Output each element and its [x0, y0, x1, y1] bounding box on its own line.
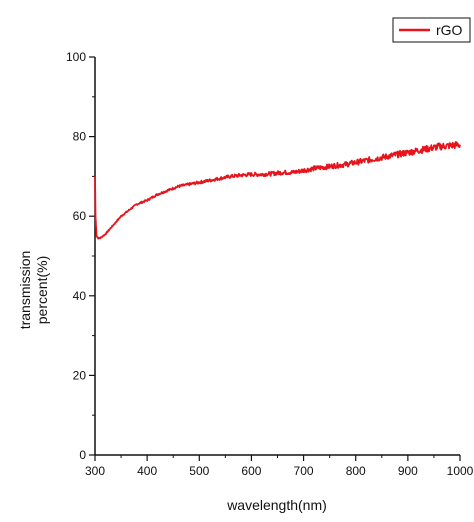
x-tick-label: 1000 [447, 464, 474, 478]
y-tick-label: 80 [73, 130, 87, 144]
x-tick-label: 400 [137, 464, 157, 478]
axes [94, 57, 460, 456]
x-tick-label: 500 [189, 464, 209, 478]
x-axis-title: wavelength(nm) [226, 497, 327, 513]
legend: rGO [392, 17, 471, 43]
y-axis-title: transmission percent(%) [17, 251, 50, 330]
y-tick-label: 0 [79, 448, 86, 462]
y-axis-title-line-2: percent(%) [34, 256, 50, 324]
series-layer [94, 141, 461, 240]
y-tick-label: 60 [73, 209, 87, 223]
y-tick-label: 40 [73, 289, 87, 303]
legend-label: rGO [436, 22, 463, 38]
x-tick-label: 900 [398, 464, 418, 478]
x-tick-label: 300 [85, 464, 105, 478]
y-axis-title-line-1: transmission [17, 251, 33, 330]
y-tick-label: 100 [66, 50, 86, 64]
x-tick-label: 700 [294, 464, 314, 478]
y-tick-label: 20 [73, 368, 87, 382]
ticks: 300 400 500 600 700 800 900 1000 0 20 40 60 80 100 [66, 50, 474, 478]
x-tick-label: 600 [241, 464, 261, 478]
x-tick-label: 800 [346, 464, 366, 478]
series-line-rGO [94, 141, 461, 240]
